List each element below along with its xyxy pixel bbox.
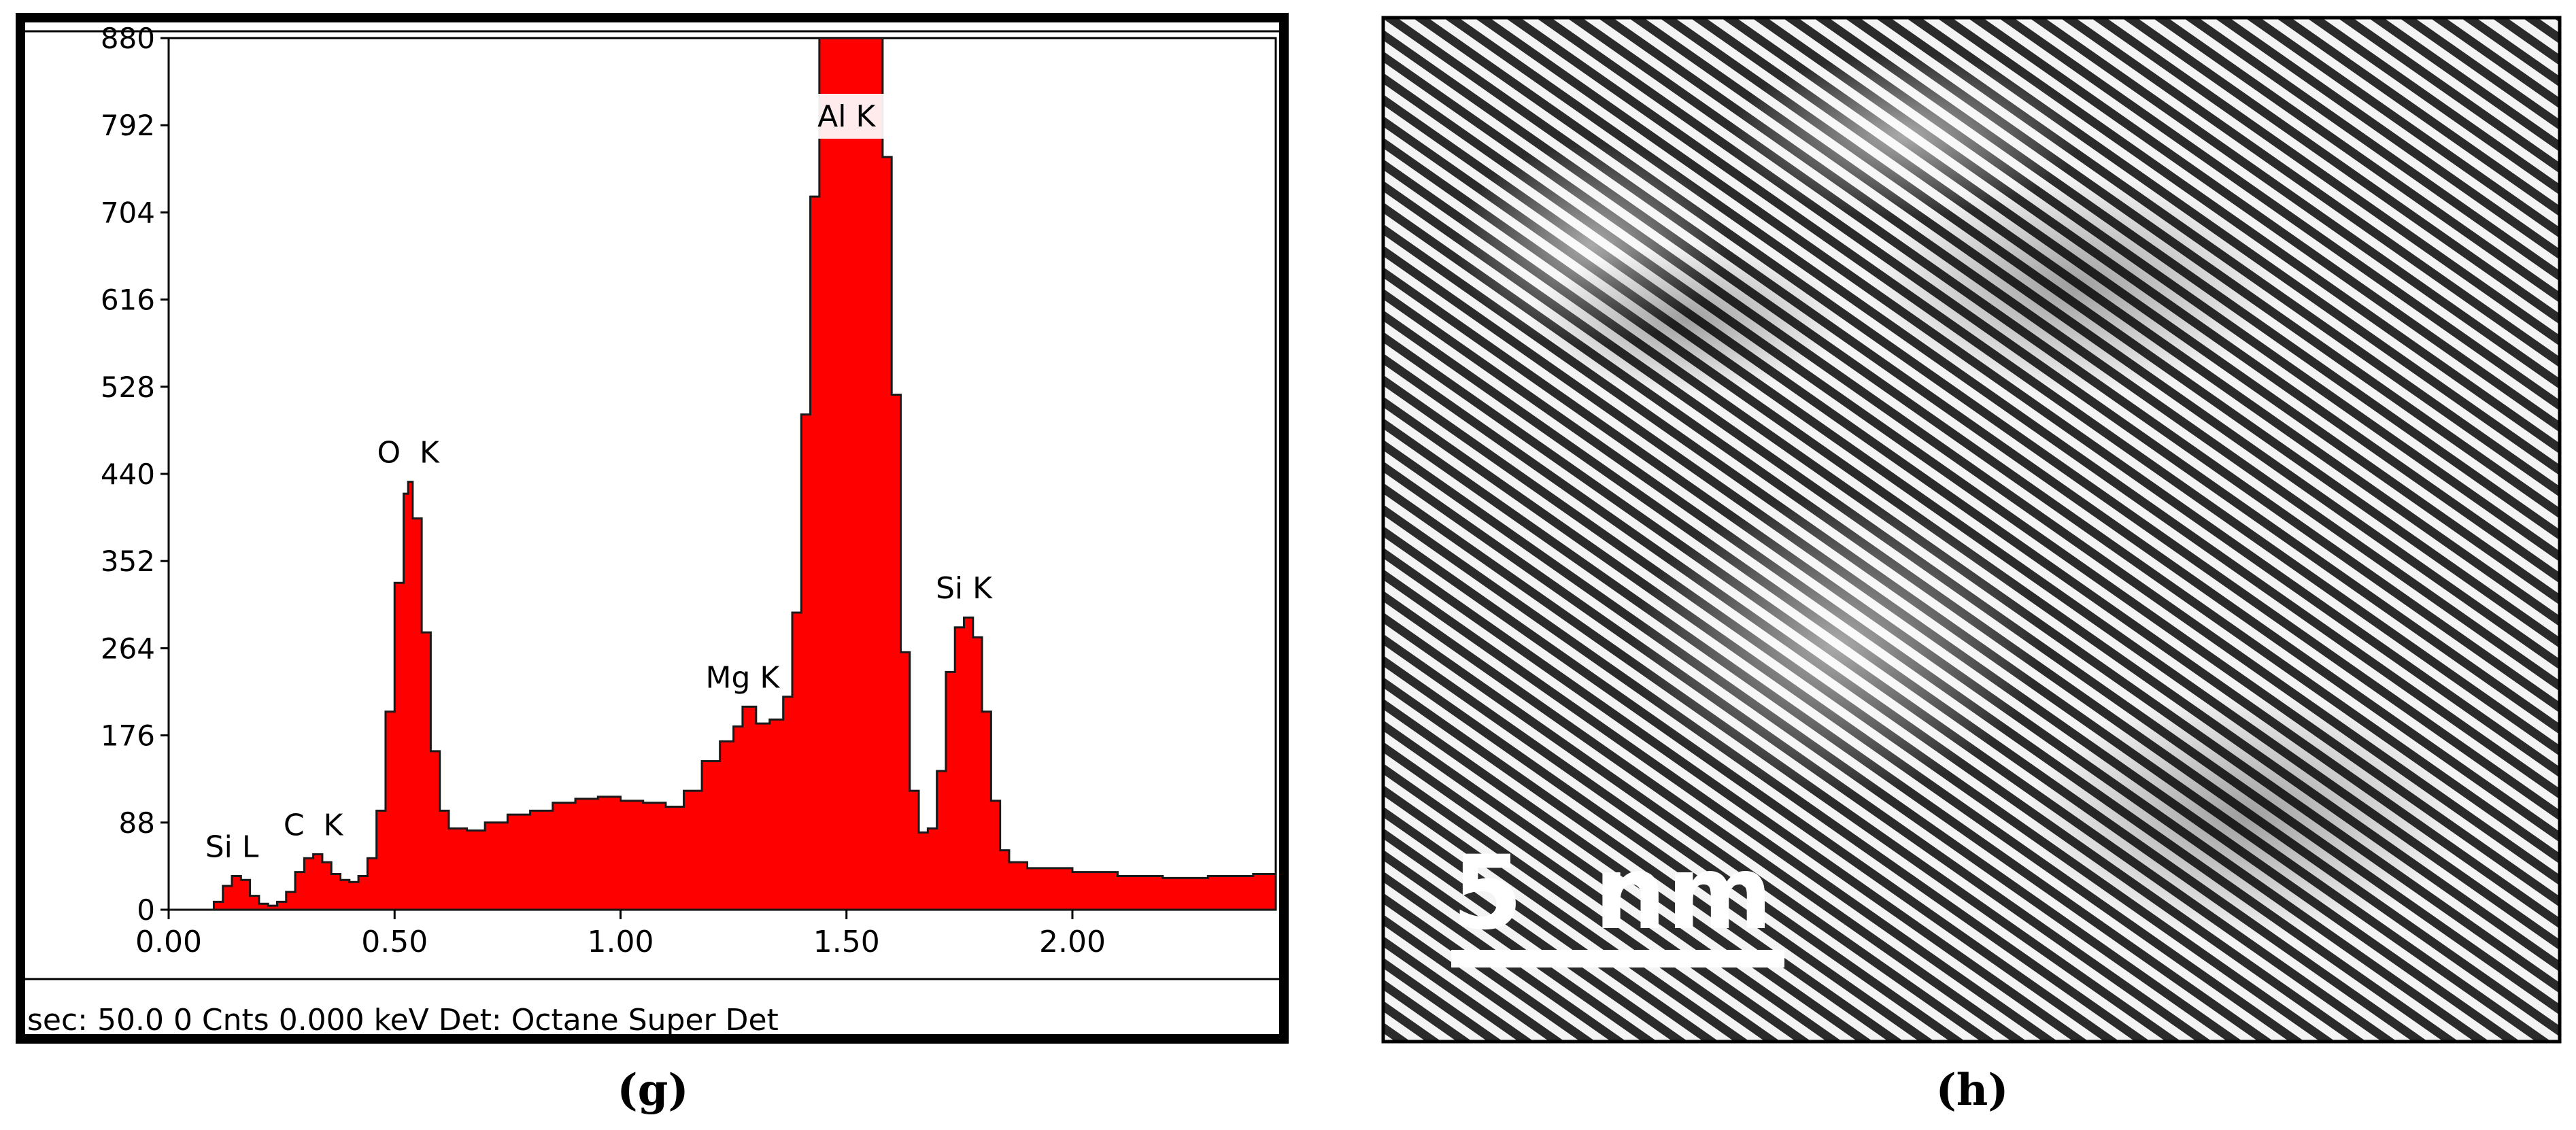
scale-bar-label: 5 nm <box>1452 834 1773 953</box>
x-tick-label: 1.50 <box>813 925 880 959</box>
hrtem-image <box>1383 18 2560 1042</box>
x-tick-label: 0.50 <box>361 925 428 959</box>
caption-g: (g) <box>617 1065 688 1116</box>
y-tick-label: 528 <box>101 371 155 404</box>
contrast-light-region-2 <box>1727 54 2081 218</box>
panel-g: 0 88 176 264 352 440 528 616 704 792 880 0.00 0.50 1… <box>16 13 1289 1044</box>
contrast-dark-region-2 <box>1870 177 2278 394</box>
y-tick-label: 440 <box>101 458 155 491</box>
y-tick-label: 792 <box>101 109 155 142</box>
y-tick-label: 704 <box>101 196 155 229</box>
y-axis: 0 88 176 264 352 440 528 616 704 792 880 <box>101 22 169 927</box>
y-tick-label: 616 <box>101 284 155 317</box>
peak-labels: Si L C K O K Mg K Al K Si K <box>205 94 993 864</box>
y-tick-label: 0 <box>137 893 155 927</box>
peak-label: Mg K <box>706 660 781 695</box>
spectrum-area <box>169 38 1276 910</box>
y-tick-label: 880 <box>101 22 155 55</box>
peak-label: O K <box>377 436 440 470</box>
x-tick-label: 1.00 <box>588 925 654 959</box>
caption-h: (h) <box>1935 1065 2008 1116</box>
peak-label: C K <box>284 808 344 842</box>
peak-label: Al K <box>817 99 876 134</box>
contrast-dark-region <box>1530 245 1843 394</box>
y-tick-label: 176 <box>101 719 155 753</box>
contrast-dark-region-3 <box>2027 694 2462 938</box>
panel-h: 5 nm <box>1381 16 2562 1044</box>
y-tick-label: 352 <box>101 545 155 578</box>
spectrum-layer <box>169 38 1276 910</box>
y-tick-label: 88 <box>119 806 155 840</box>
contrast-light-region-3 <box>1632 496 2040 795</box>
x-tick-label: 2.00 <box>1039 925 1106 959</box>
scale-bar <box>1451 950 1784 968</box>
peak-label: Si K <box>936 571 993 606</box>
status-bar-text: sec: 50.0 0 Cnts 0.000 keV Det: Octane S… <box>27 1003 779 1038</box>
x-tick-label: 0.00 <box>135 925 202 959</box>
x-axis: 0.00 0.50 1.00 1.50 2.00 <box>135 910 1106 959</box>
y-tick-label: 264 <box>101 632 155 665</box>
hrtem-frame <box>1381 16 2562 1044</box>
peak-label-bg <box>785 94 908 139</box>
peak-label: Si L <box>205 829 259 864</box>
